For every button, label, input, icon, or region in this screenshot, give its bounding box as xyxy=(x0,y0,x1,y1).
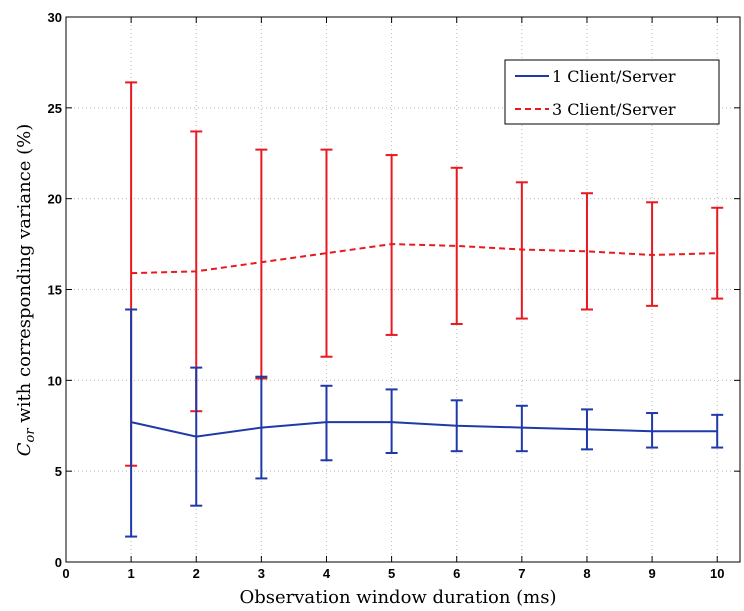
legend-label-1-client-server: 1 Client/Server xyxy=(552,67,676,86)
x-tick-label: 3 xyxy=(258,566,265,581)
y-axis-label-symbol: C xyxy=(14,442,35,456)
y-tick-label: 15 xyxy=(48,283,62,298)
x-tick-label: 5 xyxy=(388,566,395,581)
series-line xyxy=(130,421,718,438)
series-layer xyxy=(125,81,724,538)
y-tick-label: 20 xyxy=(48,192,62,207)
y-axis-ticks: 0 5 10 15 20 25 30 xyxy=(48,10,740,570)
y-axis-label-rest: with corresponding variance (%) xyxy=(14,124,35,429)
legend-label-3-client-server: 3 Client/Server xyxy=(552,100,676,119)
legend: 1 Client/Server 3 Client/Server xyxy=(504,59,720,125)
x-tick-label: 2 xyxy=(193,566,200,581)
x-axis-ticks: 0 1 2 3 4 5 6 7 8 9 10 xyxy=(62,17,724,581)
series-line xyxy=(131,243,718,275)
y-tick-label: 30 xyxy=(48,10,62,25)
plot-frame xyxy=(65,16,741,563)
series-1 xyxy=(125,308,724,538)
x-tick-label: 1 xyxy=(128,566,135,581)
y-tick-label: 0 xyxy=(55,555,62,570)
x-tick-label: 10 xyxy=(710,566,724,581)
x-tick-label: 7 xyxy=(518,566,525,581)
y-tick-label: 5 xyxy=(55,464,62,479)
legend-box xyxy=(504,59,720,125)
y-tick-label: 10 xyxy=(48,373,62,388)
y-tick-label: 25 xyxy=(48,101,62,116)
x-axis-label: Observation window duration (ms) xyxy=(239,587,556,608)
x-tick-label: 9 xyxy=(648,566,655,581)
y-axis-label: Cor with corresponding variance (%) xyxy=(14,124,38,457)
x-tick-label: 0 xyxy=(62,566,69,581)
x-tick-label: 4 xyxy=(323,566,331,581)
y-axis-label-subscript: or xyxy=(23,428,38,443)
x-tick-label: 6 xyxy=(453,566,460,581)
x-tick-label: 8 xyxy=(583,566,590,581)
